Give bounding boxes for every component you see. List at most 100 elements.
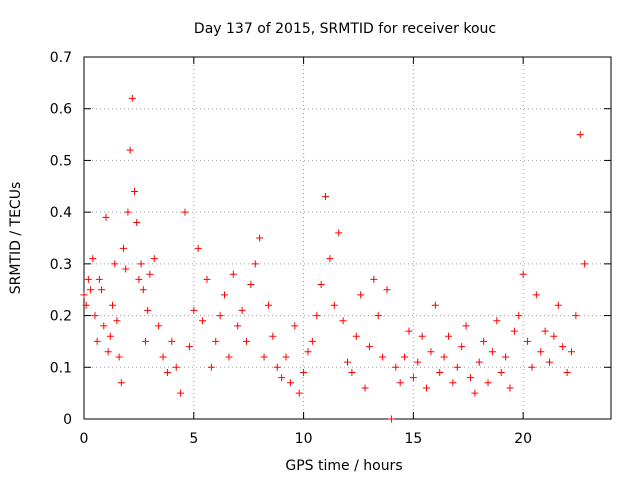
- data-point: [133, 218, 141, 226]
- data-point: [177, 389, 185, 397]
- data-point: [510, 327, 518, 335]
- data-point: [423, 384, 431, 392]
- data-point: [567, 348, 575, 356]
- data-point: [126, 146, 134, 154]
- data-point: [519, 270, 527, 278]
- data-point: [300, 368, 308, 376]
- data-point: [150, 255, 158, 263]
- data-point: [541, 327, 549, 335]
- data-point: [528, 363, 536, 371]
- data-point: [357, 291, 365, 299]
- data-point: [445, 332, 453, 340]
- data-point: [185, 343, 193, 351]
- data-point: [365, 343, 373, 351]
- data-point: [155, 322, 163, 330]
- data-point: [370, 275, 378, 283]
- chart-title: Day 137 of 2015, SRMTID for receiver kou…: [194, 21, 496, 37]
- data-point: [576, 131, 584, 139]
- data-point: [418, 332, 426, 340]
- data-point: [401, 353, 409, 361]
- plot-frame: [83, 56, 612, 420]
- data-point: [273, 363, 281, 371]
- data-point: [480, 337, 488, 345]
- data-point: [537, 348, 545, 356]
- data-point: [335, 229, 343, 237]
- data-point: [361, 384, 369, 392]
- data-point: [100, 322, 108, 330]
- data-point: [559, 343, 567, 351]
- data-point: [532, 291, 540, 299]
- data-point: [308, 337, 316, 345]
- data-point: [98, 286, 106, 294]
- data-point: [304, 348, 312, 356]
- data-point: [405, 327, 413, 335]
- data-point: [111, 260, 119, 268]
- data-point: [344, 358, 351, 366]
- data-point: [458, 343, 466, 351]
- y-tick-label: 0.3: [50, 257, 72, 273]
- data-point: [194, 244, 202, 252]
- data-point: [95, 275, 103, 283]
- data-point: [141, 337, 149, 345]
- data-point: [546, 358, 554, 366]
- data-point: [286, 379, 294, 387]
- data-point: [374, 312, 382, 320]
- data-point: [387, 415, 395, 423]
- data-point: [144, 306, 152, 314]
- data-point: [524, 337, 532, 345]
- data-point: [554, 301, 562, 309]
- y-tick-label: 0.6: [50, 102, 72, 118]
- data-point: [326, 255, 334, 263]
- data-point: [124, 208, 132, 216]
- data-point: [317, 281, 325, 289]
- data-point: [383, 286, 391, 294]
- data-point: [436, 368, 444, 376]
- data-point: [113, 317, 121, 325]
- data-point: [440, 353, 448, 361]
- data-point: [462, 322, 470, 330]
- y-axis-label: SRMTID / TECUs: [8, 182, 24, 295]
- data-point: [207, 363, 215, 371]
- data-point: [131, 187, 139, 195]
- data-point: [238, 306, 246, 314]
- data-point: [199, 317, 207, 325]
- data-point: [506, 384, 514, 392]
- data-point: [221, 291, 229, 299]
- data-point: [212, 337, 220, 345]
- data-point: [137, 260, 145, 268]
- x-axis-label: GPS time / hours: [285, 458, 402, 474]
- data-point: [159, 353, 167, 361]
- data-point: [453, 363, 461, 371]
- data-point: [104, 348, 112, 356]
- data-point: [109, 301, 117, 309]
- data-point: [172, 363, 180, 371]
- data-point: [475, 358, 483, 366]
- x-tick-label: 10: [295, 431, 313, 447]
- x-tick-label: 20: [514, 431, 532, 447]
- data-point: [168, 337, 176, 345]
- data-point: [225, 353, 233, 361]
- data-point: [163, 368, 171, 376]
- data-point: [203, 275, 211, 283]
- data-point: [229, 270, 237, 278]
- data-point: [392, 363, 400, 371]
- data-point: [82, 301, 90, 309]
- data-point: [348, 368, 356, 376]
- x-tick-label: 5: [189, 431, 198, 447]
- data-point: [581, 260, 589, 268]
- data-point: [414, 358, 422, 366]
- data-point: [216, 312, 224, 320]
- data-point: [352, 332, 360, 340]
- data-point: [330, 301, 338, 309]
- data-point: [115, 353, 123, 361]
- y-tick-label: 0.4: [50, 205, 72, 221]
- data-point: [449, 379, 457, 387]
- y-tick-label: 0: [63, 412, 72, 428]
- data-point: [260, 353, 268, 361]
- data-point: [313, 312, 321, 320]
- x-tick-label: 0: [80, 431, 89, 447]
- data-point: [339, 317, 347, 325]
- data-point: [488, 348, 496, 356]
- data-point: [242, 337, 250, 345]
